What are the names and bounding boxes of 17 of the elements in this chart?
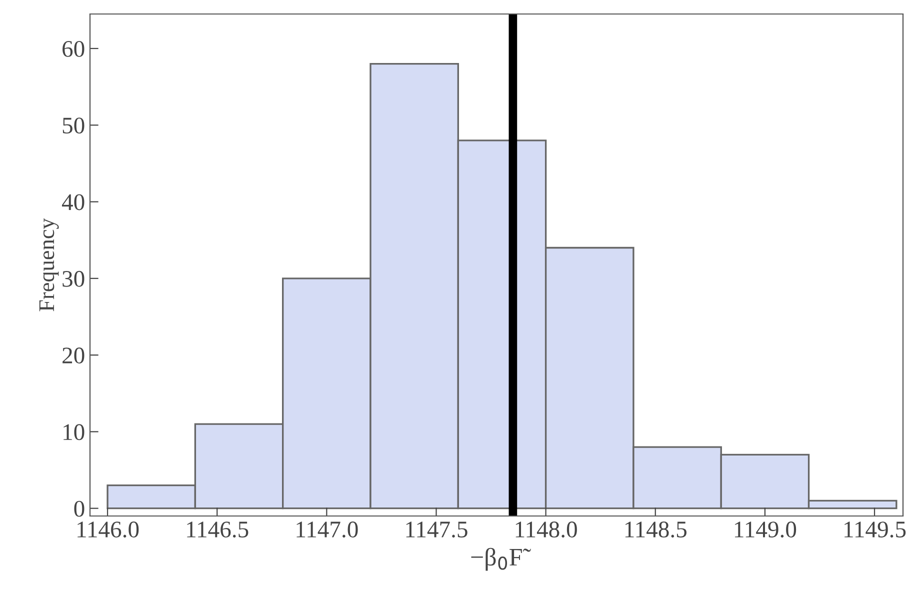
x-tick-label: 1149.0 [735,522,796,538]
x-tick-label: 1149.5 [844,522,906,538]
y-tick-label: 50 [62,118,84,134]
y-tick-label: 20 [62,348,84,364]
x-tick-label: 1147.5 [406,522,468,538]
x-axis-title: −β$_{0}$F̃ [471,548,531,571]
y-tick-label: 40 [62,194,84,210]
x-tick-label: 1146.0 [78,522,139,538]
x-tick-label: 1147.0 [296,522,358,538]
x-tick-label: 1148.5 [625,522,686,538]
y-axis-title: Frequency [39,218,59,312]
y-tick-label: 60 [62,40,84,57]
x-tick-label: 1148.0 [516,522,577,538]
x-tick-label: 1146.5 [187,522,248,538]
y-tick-label: 0 [74,500,84,517]
y-tick-label: 10 [64,424,84,440]
y-tick-label: 30 [62,270,84,287]
